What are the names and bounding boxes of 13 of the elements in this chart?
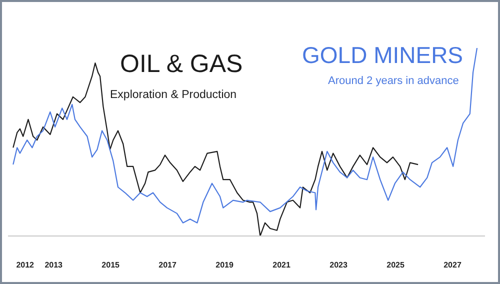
- x-tick-label: 2021: [272, 260, 291, 270]
- annotation: Exploration & Production: [110, 89, 237, 102]
- series-label: GOLD MINERS: [302, 42, 464, 68]
- series-label: OIL & GAS: [120, 50, 243, 78]
- annotation: Around 2 years in advance: [328, 75, 459, 87]
- x-tick-label: 2027: [444, 260, 462, 270]
- x-tick-label: 2023: [330, 260, 348, 270]
- x-tick-label: 2017: [158, 260, 178, 270]
- x-tick-label: 2012: [16, 260, 35, 270]
- x-tick-label: 2025: [386, 260, 405, 270]
- x-tick-label: 2015: [102, 260, 120, 270]
- x-tick-label: 2013: [44, 260, 64, 270]
- x-tick-label: 2019: [216, 260, 234, 270]
